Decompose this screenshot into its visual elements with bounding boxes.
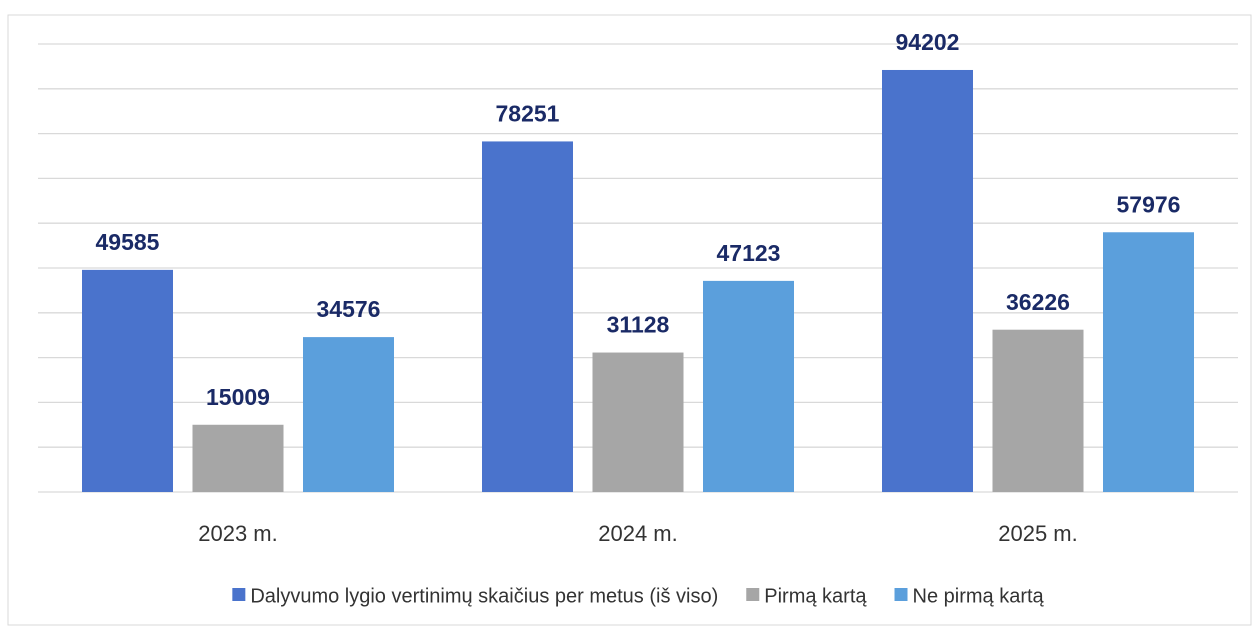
bar <box>192 424 284 492</box>
data-label: 34576 <box>317 296 381 322</box>
legend-marker <box>894 588 908 601</box>
data-label: 15009 <box>206 384 270 410</box>
x-tick-label: 2024 m. <box>598 521 678 546</box>
data-label: 47123 <box>717 240 781 266</box>
bar <box>592 352 684 492</box>
data-label: 94202 <box>896 29 960 55</box>
bar <box>992 329 1084 492</box>
bar <box>303 337 394 492</box>
x-tick-label: 2023 m. <box>198 521 278 546</box>
data-label: 78251 <box>496 101 560 127</box>
data-label: 57976 <box>1117 191 1181 217</box>
legend-label: Dalyvumo lygio vertinimų skaičius per me… <box>250 585 718 607</box>
bar <box>1103 232 1194 492</box>
legend-label: Pirmą kartą <box>764 585 867 607</box>
bar <box>882 69 973 492</box>
bar <box>82 269 173 492</box>
bar <box>703 280 794 492</box>
x-tick-label: 2025 m. <box>998 521 1078 546</box>
data-label: 49585 <box>96 229 160 255</box>
bar <box>482 141 573 492</box>
data-label: 31128 <box>607 312 670 338</box>
legend-label: Ne pirmą kartą <box>913 585 1045 607</box>
legend-marker <box>232 588 246 601</box>
data-label: 36226 <box>1006 289 1070 315</box>
chart-border <box>7 14 1252 626</box>
legend-marker <box>746 588 760 601</box>
